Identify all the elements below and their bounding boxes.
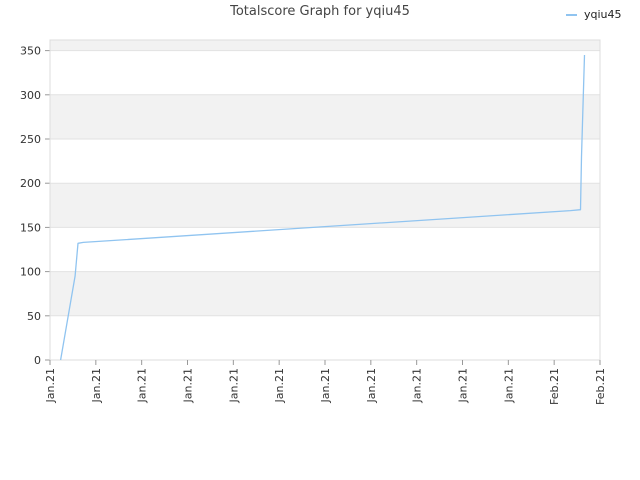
y-tick-label: 300 <box>20 89 41 102</box>
grid-band <box>50 40 600 51</box>
grid-band <box>50 183 600 228</box>
y-tick-label: 250 <box>20 133 41 146</box>
grid-band <box>50 271 600 316</box>
series-group <box>59 54 586 361</box>
x-axis-tick-labels: Jan.21 Jan.21 Jan.21 Jan.21 Jan.21 Jan.21 Jan.… <box>44 368 607 405</box>
x-tick-label: Jan.21 <box>90 368 103 403</box>
grid-band <box>50 50 600 95</box>
grid-band <box>50 139 600 184</box>
y-axis-tick-labels: 0 50 100 150 200 250 300 350 <box>20 45 41 367</box>
grid-band <box>50 315 600 360</box>
y-tick-label: 50 <box>27 310 41 323</box>
x-tick-label: Jan.21 <box>457 368 470 403</box>
y-tick-label: 100 <box>20 266 41 279</box>
grid-band <box>50 94 600 140</box>
y-tick-label: 150 <box>20 221 41 234</box>
series-line-yqiu45 <box>59 54 586 361</box>
grid-band <box>50 227 600 272</box>
y-tick-label: 200 <box>20 177 41 190</box>
grid-bands <box>50 40 600 360</box>
x-tick-label: Jan.21 <box>136 368 149 403</box>
y-tick-label: 350 <box>20 45 41 58</box>
legend: yqiu45 <box>566 8 622 21</box>
y-tick-label: 0 <box>34 354 41 367</box>
x-tick-label: Feb.21 <box>548 368 561 405</box>
x-tick-label: Jan.21 <box>227 368 240 403</box>
x-tick-label: Jan.21 <box>44 368 57 403</box>
legend-swatch <box>566 13 577 16</box>
x-tick-label: Jan.21 <box>411 368 424 403</box>
chart-title: Totalscore Graph for yqiu45 <box>230 4 410 19</box>
x-tick-label: Jan.21 <box>273 368 286 403</box>
x-tick-label: Jan.21 <box>365 368 378 403</box>
x-tick-label: Jan.21 <box>502 368 515 403</box>
legend-label: yqiu45 <box>584 8 622 21</box>
axes <box>45 39 601 365</box>
x-tick-label: Jan.21 <box>319 368 332 403</box>
x-tick-label: Feb.21 <box>594 368 607 405</box>
x-tick-label: Jan.21 <box>182 368 195 403</box>
